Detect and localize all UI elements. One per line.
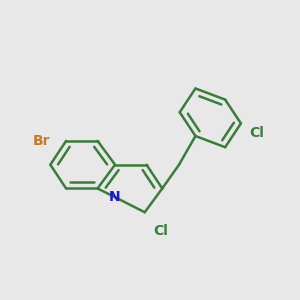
Text: Br: Br <box>33 134 50 148</box>
Text: Cl: Cl <box>153 224 168 238</box>
Text: N: N <box>109 190 121 204</box>
Text: Cl: Cl <box>249 126 264 140</box>
